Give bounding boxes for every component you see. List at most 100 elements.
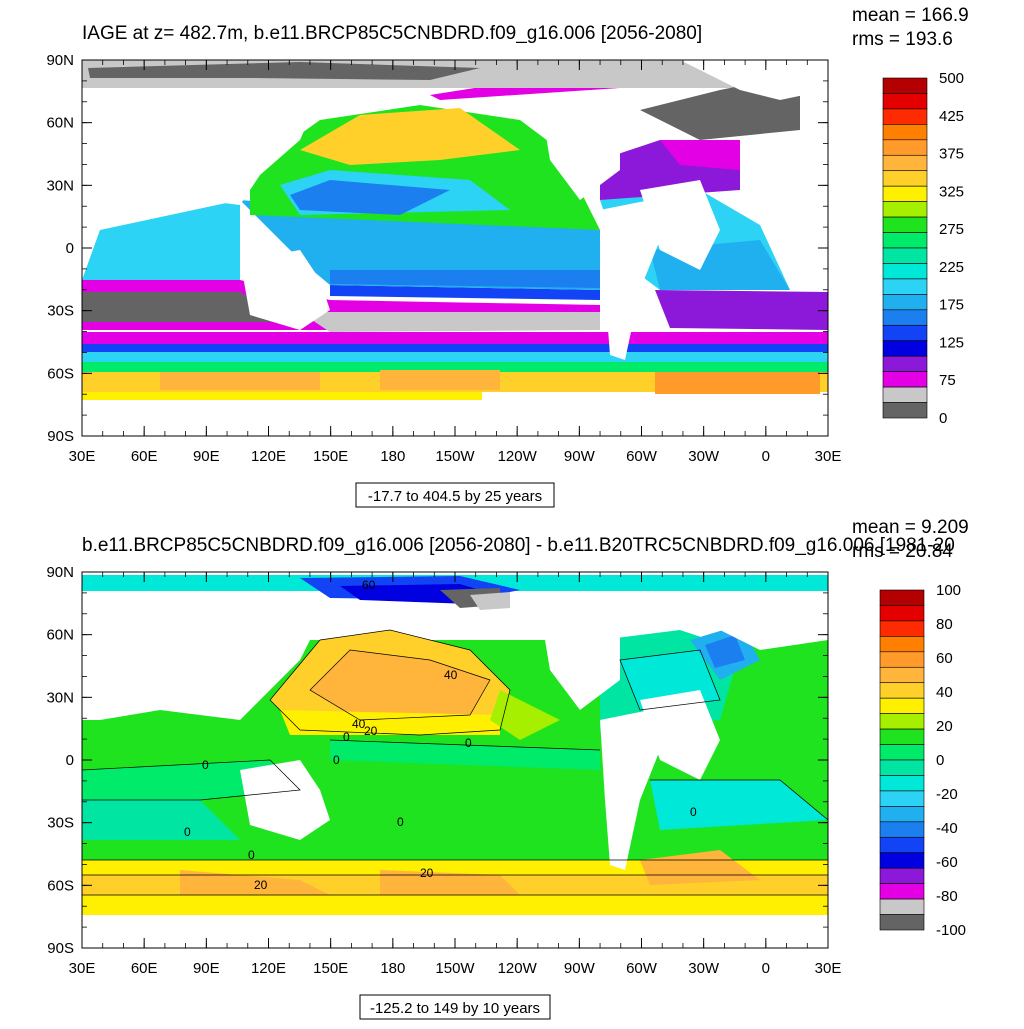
colorbar-swatch	[879, 775, 925, 792]
panel-1-colorbar: 500 425 375 325 275 225 175 125 75 0	[882, 70, 964, 427]
colorbar-swatch	[882, 294, 928, 311]
lat-tick-label: 90S	[47, 428, 74, 445]
colorbar-swatch	[879, 636, 925, 653]
contour-label: 0	[202, 758, 209, 772]
panel-1-range-box	[355, 482, 555, 508]
lon-tick-label: 60W	[626, 448, 658, 465]
lon-tick-label: 30W	[688, 960, 720, 977]
lat-tick-label: 90N	[46, 564, 74, 581]
colorbar-swatch	[879, 651, 925, 668]
contour-label: 40	[352, 717, 366, 731]
colorbar-swatch	[882, 139, 928, 156]
lat-tick-label: 30N	[46, 689, 74, 706]
colorbar-label: 500	[939, 70, 964, 87]
contour-label: 0	[184, 825, 191, 839]
lon-tick-label: 90E	[193, 448, 220, 465]
colorbar-swatch	[882, 263, 928, 280]
lon-tick-label: 150W	[435, 960, 475, 977]
lon-tick-label: 120W	[498, 448, 538, 465]
panel-1-map	[82, 60, 828, 436]
lon-tick-label: 60W	[626, 960, 658, 977]
lon-tick-label: 120E	[251, 448, 286, 465]
colorbar-swatch	[879, 914, 925, 931]
panel-2-colorbar: 100 80 60 40 20 0 -20 -40 -60 -80 -100	[879, 582, 966, 939]
colorbar-swatch	[879, 759, 925, 776]
lon-tick-label: 30E	[69, 960, 96, 977]
panel-2-mean: mean = 9.209	[852, 517, 969, 538]
contour-label: 0	[333, 753, 340, 767]
contour-label: 60	[362, 578, 376, 592]
lon-tick-label: 0	[762, 448, 770, 465]
colorbar-swatch	[882, 170, 928, 187]
lon-tick-label: 60E	[131, 960, 158, 977]
colorbar-swatch	[879, 821, 925, 838]
panel-1-axis-ticks	[81, 59, 829, 437]
panel-1-range-label: -17.7 to 404.5 by 25 years	[368, 488, 542, 505]
panel-1-title: IAGE at z= 482.7m, b.e11.BRCP85C5CNBDRD.…	[82, 23, 702, 44]
contour-label: 20	[254, 878, 268, 892]
lon-tick-label: 60E	[131, 448, 158, 465]
colorbar-swatch	[879, 898, 925, 915]
colorbar-swatch	[882, 355, 928, 372]
colorbar-swatch	[882, 93, 928, 110]
contour-label: 0	[248, 848, 255, 862]
lat-tick-label: 30S	[47, 815, 74, 832]
lat-tick-label: 60N	[46, 627, 74, 644]
colorbar-swatch	[879, 744, 925, 761]
colorbar-label: 20	[936, 718, 953, 735]
colorbar-swatch	[879, 728, 925, 745]
colorbar-swatch	[882, 278, 928, 295]
colorbar-swatch	[879, 682, 925, 699]
contour-label: 0	[690, 805, 697, 819]
lon-tick-label: 120E	[251, 960, 286, 977]
lon-tick-label: 30E	[69, 448, 96, 465]
colorbar-swatch	[879, 867, 925, 884]
lat-tick-label: 60N	[46, 115, 74, 132]
lat-tick-label: 60S	[47, 365, 74, 382]
colorbar-label: 0	[939, 410, 947, 427]
contour-label: 0	[343, 730, 350, 744]
colorbar-swatch	[879, 806, 925, 823]
colorbar-swatch	[882, 340, 928, 357]
colorbar-label: 40	[936, 684, 953, 701]
colorbar-label: 125	[939, 334, 964, 351]
colorbar-label: 75	[939, 372, 956, 389]
colorbar-label: 0	[936, 752, 944, 769]
colorbar-swatch	[879, 605, 925, 622]
colorbar-swatch	[882, 371, 928, 388]
panel-2-lon-labels: 30E 60E 90E 120E 150E 180 150W 120W 90W 60W 30W 0 30…	[69, 960, 842, 977]
lat-tick-label: 0	[66, 240, 74, 257]
lat-tick-label: 30N	[46, 177, 74, 194]
colorbar-swatch	[879, 666, 925, 684]
colorbar-swatch	[879, 790, 925, 807]
colorbar-label: -100	[936, 922, 966, 939]
colorbar-swatch	[882, 201, 928, 218]
contour-label: 20	[364, 724, 378, 738]
panel-1: IAGE at z= 482.7m, b.e11.BRCP85C5CNBDRD.…	[46, 5, 969, 508]
colorbar-label: -60	[936, 854, 958, 871]
colorbar-swatch	[882, 232, 928, 249]
colorbar-label: 60	[936, 650, 953, 667]
colorbar-label: -40	[936, 820, 958, 837]
panel-2-title: b.e11.BRCP85C5CNBDRD.f09_g16.006 [2056-2…	[82, 535, 955, 556]
lon-tick-label: 150E	[313, 448, 348, 465]
panel-2-range-label: -125.2 to 149 by 10 years	[370, 1000, 540, 1017]
panel-2: b.e11.BRCP85C5CNBDRD.f09_g16.006 [2056-2…	[46, 517, 969, 1020]
colorbar-swatch	[879, 836, 925, 854]
colorbar-label: 375	[939, 146, 964, 163]
contour-label: 0	[397, 815, 404, 829]
lat-tick-label: 60S	[47, 877, 74, 894]
colorbar-label: 80	[936, 616, 953, 633]
colorbar-swatch	[882, 216, 928, 233]
lon-tick-label: 180	[380, 960, 405, 977]
lon-tick-label: 150E	[313, 960, 348, 977]
lon-tick-label: 30E	[815, 448, 842, 465]
colorbar-swatch	[882, 402, 928, 419]
contour-label: 0	[465, 736, 472, 750]
colorbar-swatch	[879, 883, 925, 900]
panel-2-map	[82, 572, 828, 948]
lon-tick-label: 0	[762, 960, 770, 977]
contour-label: 20	[420, 866, 434, 880]
colorbar-swatch	[882, 154, 928, 172]
